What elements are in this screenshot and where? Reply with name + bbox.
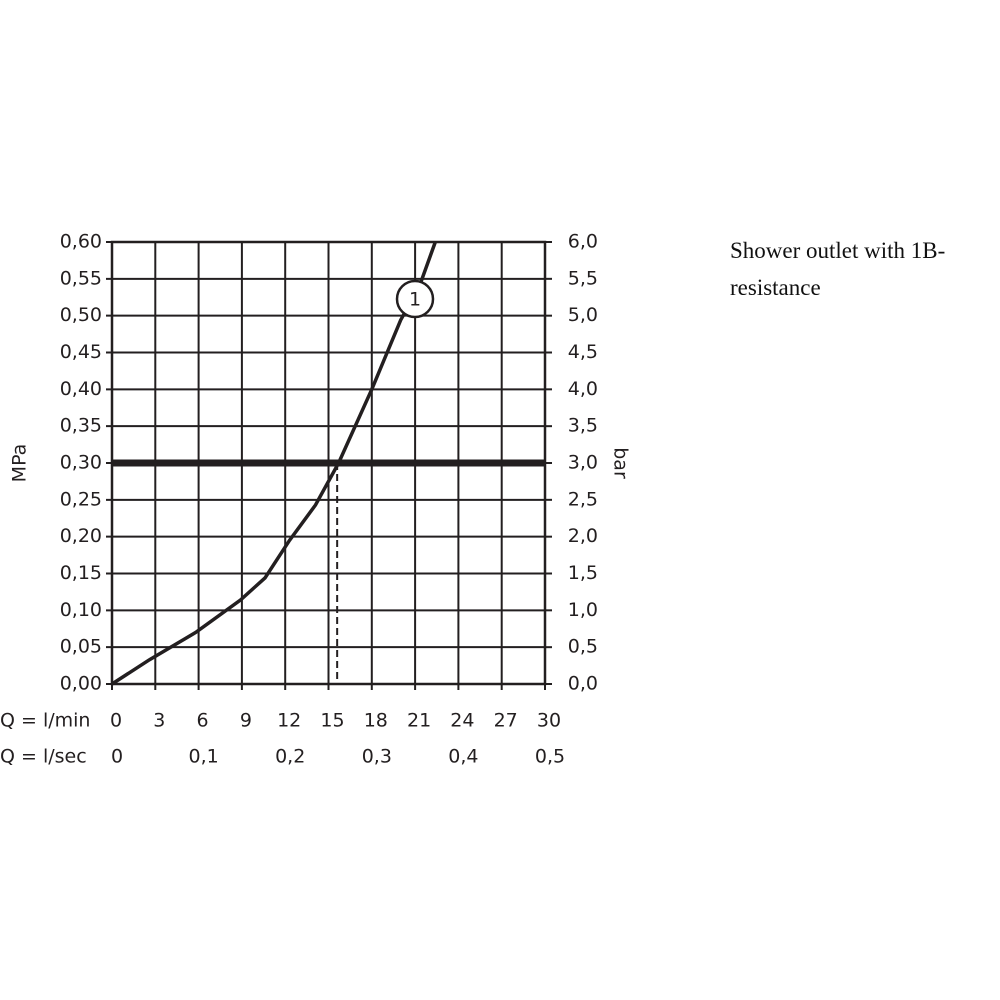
curve-label: 1 — [409, 289, 421, 311]
y-tick-label: 0,10 — [60, 599, 102, 621]
y2-tick-label: 5,5 — [568, 267, 598, 289]
y-tick-label: 0,15 — [60, 562, 102, 584]
y-tick-label: 0,55 — [60, 267, 102, 289]
x-tick-label: 24 — [450, 710, 474, 732]
curve-label-circle — [395, 279, 435, 319]
y-tick-label: 0,20 — [60, 525, 102, 547]
y-tick-label: 0,35 — [60, 415, 102, 437]
y2-tick-label: 0,0 — [568, 673, 598, 695]
y-axis-label: MPa — [9, 444, 31, 483]
x2-tick-label: 0,2 — [275, 746, 305, 768]
x-tick-label: 3 — [153, 710, 165, 732]
x2-axis-label: Q = l/sec — [0, 746, 87, 768]
x2-tick-label: 0,1 — [188, 746, 218, 768]
y-tick-label: 0,40 — [60, 378, 102, 400]
y2-tick-label: 1,0 — [568, 599, 598, 621]
x-tick-label: 21 — [407, 710, 431, 732]
x-tick-label: 30 — [537, 710, 561, 732]
x2-tick-label: 0,4 — [448, 746, 478, 768]
y-tick-label: 0,25 — [60, 488, 102, 510]
x-tick-label: 0 — [110, 710, 122, 732]
y-tick-label: 0,05 — [60, 636, 102, 658]
x-axis-label: Q = l/min — [0, 710, 90, 732]
y2-tick-label: 6,0 — [568, 231, 598, 253]
x-tick-label: 18 — [364, 710, 388, 732]
y2-tick-label: 0,5 — [568, 636, 598, 658]
note: Shower outlet with 1B-resistance — [730, 238, 946, 300]
x2-tick-label: 0,3 — [362, 746, 392, 768]
y-tick-label: 0,50 — [60, 304, 102, 326]
y2-tick-label: 3,5 — [568, 415, 598, 437]
y-tick-label: 0,00 — [60, 673, 102, 695]
x-tick-label: 6 — [197, 710, 209, 732]
y-tick-label: 0,60 — [60, 231, 102, 253]
y2-tick-label: 2,5 — [568, 488, 598, 510]
x-tick-label: 9 — [240, 710, 252, 732]
y-tick-label: 0,45 — [60, 341, 102, 363]
x-tick-label: 27 — [494, 710, 518, 732]
y2-tick-label: 4,5 — [568, 341, 598, 363]
y2-axis-label: bar — [610, 447, 632, 479]
x-tick-label: 15 — [320, 710, 344, 732]
y2-tick-label: 5,0 — [568, 304, 598, 326]
y-tick-label: 0,30 — [60, 452, 102, 474]
y2-tick-label: 2,0 — [568, 525, 598, 547]
x-tick-label: 12 — [277, 710, 301, 732]
y2-tick-label: 1,5 — [568, 562, 598, 584]
y2-tick-label: 3,0 — [568, 452, 598, 474]
x2-tick-label: 0 — [111, 746, 123, 768]
x2-tick-label: 0,5 — [535, 746, 565, 768]
y2-tick-label: 4,0 — [568, 378, 598, 400]
